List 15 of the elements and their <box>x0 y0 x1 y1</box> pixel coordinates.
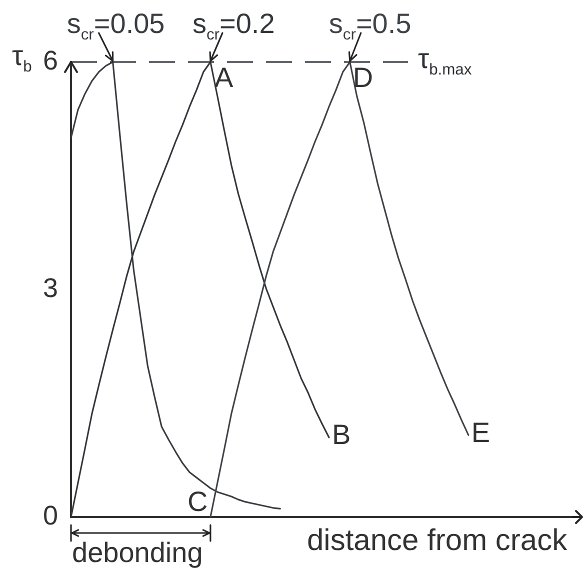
series-label: s$_{cr}$=0.05 <box>66 8 165 44</box>
x-axis-title: distance from crack <box>307 524 568 557</box>
y-tick-label: 6 <box>42 45 58 76</box>
ref-line-label: τ$_{b.max}$ <box>418 43 472 78</box>
annotation: B <box>332 419 351 450</box>
text: debonding <box>72 537 203 568</box>
y-tick-label: 3 <box>42 272 58 303</box>
annotation: D <box>352 62 374 93</box>
series-label: s$_{cr}$=0.2 <box>192 8 275 44</box>
annotation: A <box>214 62 234 93</box>
annotation: C <box>187 486 208 517</box>
y-axis-title: τ$_{b}$ <box>12 40 32 76</box>
y-tick-label: 0 <box>42 500 58 530</box>
series-label: s$_{cr}$=0.5 <box>328 8 412 44</box>
annotation: E <box>471 417 490 448</box>
